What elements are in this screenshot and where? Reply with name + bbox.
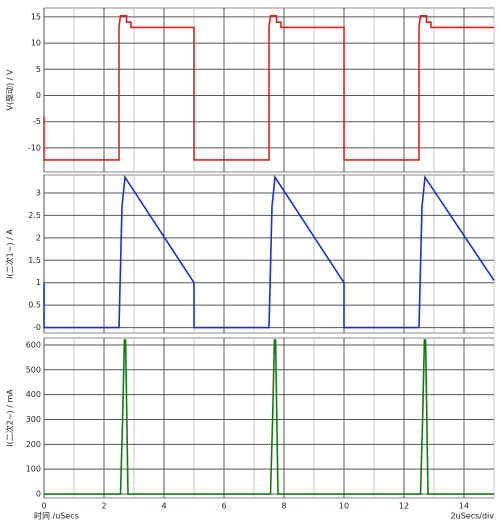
y-tick-label: 2 <box>36 233 41 242</box>
y-tick-label: 2.5 <box>28 211 41 220</box>
y-axis-label: V(驱动) / V <box>5 69 15 110</box>
x-tick-label: 14 <box>459 502 469 511</box>
x-tick-label: 6 <box>221 502 226 511</box>
x-scale-label: 2uSecs/div <box>451 512 495 521</box>
waveform <box>43 174 495 329</box>
y-tick-label: 600 <box>26 340 41 349</box>
y-axis-label: I(二次2~) / mA <box>5 389 15 447</box>
waveform <box>43 15 494 161</box>
y-tick-label: 200 <box>26 440 41 449</box>
x-tick-label: 4 <box>161 502 166 511</box>
x-tick-label: 0 <box>41 502 46 511</box>
y-tick-label: 10 <box>31 39 41 48</box>
y-axis-label: I(二次1~) / A <box>5 229 15 279</box>
y-tick-label: 0 <box>36 91 41 100</box>
waveform <box>44 339 494 495</box>
x-tick-label: 2 <box>101 502 106 511</box>
y-tick-label: 500 <box>26 365 41 374</box>
x-tick-label: 12 <box>399 502 409 511</box>
y-tick-label: 1 <box>36 278 41 287</box>
y-tick-label: 3 <box>36 188 41 197</box>
y-tick-label: 300 <box>26 415 41 424</box>
y-tick-label: 0.5 <box>28 301 41 310</box>
y-tick-label: 5 <box>36 65 41 74</box>
y-tick-label: -5 <box>33 117 41 126</box>
y-tick-label: -0 <box>33 323 41 332</box>
x-axis-label: 时间 /uSecs <box>34 511 79 521</box>
x-tick-label: 8 <box>281 502 286 511</box>
plot-area <box>43 337 495 499</box>
y-tick-label: 100 <box>26 465 41 474</box>
y-tick-label: -10 <box>28 143 41 152</box>
y-tick-label: 1.5 <box>28 256 41 265</box>
y-tick-label: 0 <box>36 490 41 499</box>
y-tick-label: 15 <box>31 12 41 21</box>
y-tick-label: 400 <box>26 390 41 399</box>
x-tick-label: 10 <box>339 502 349 511</box>
